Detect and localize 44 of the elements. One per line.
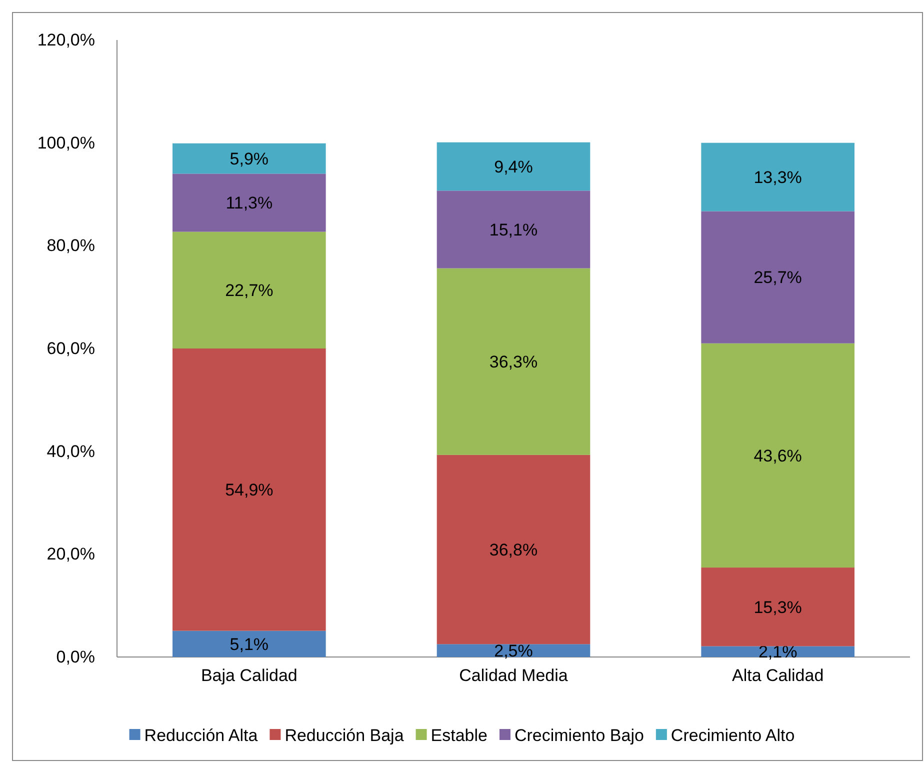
data-label: 54,9% xyxy=(225,480,274,500)
y-tick-label: 20,0% xyxy=(46,544,95,564)
bar xyxy=(436,454,590,644)
bar xyxy=(172,143,326,174)
legend-label: Estable xyxy=(430,726,488,745)
x-tick-label: Baja Calidad xyxy=(200,666,298,686)
y-tick-label: 60,0% xyxy=(46,338,95,358)
y-tick-label: 100,0% xyxy=(37,133,95,152)
bar xyxy=(172,174,326,232)
y-tick-label: 120,0% xyxy=(37,30,95,50)
data-label: 15,3% xyxy=(754,598,802,617)
y-tick-label: 80,0% xyxy=(46,236,95,256)
legend-label: Reducción Baja xyxy=(284,726,404,745)
bar xyxy=(436,268,590,455)
bar xyxy=(701,568,854,646)
bar xyxy=(436,190,590,268)
data-label: 43,6% xyxy=(754,446,802,466)
bar xyxy=(701,211,854,344)
bar xyxy=(436,644,590,657)
legend-label: Crecimiento Bajo xyxy=(514,726,644,745)
x-tick-label: Calidad Media xyxy=(459,666,568,686)
data-label: 36,3% xyxy=(489,352,538,372)
data-label: 22,7% xyxy=(225,281,274,300)
data-label: 9,4% xyxy=(494,157,533,176)
legend-label: Crecimiento Alto xyxy=(670,726,795,745)
bar xyxy=(701,343,854,568)
bar xyxy=(701,142,854,212)
bar xyxy=(172,232,326,348)
y-tick-label: 40,0% xyxy=(46,442,95,461)
y-tick-label: 0,0% xyxy=(56,647,95,666)
bar xyxy=(436,142,590,191)
data-label: 13,3% xyxy=(754,168,802,187)
data-label: 5,1% xyxy=(230,634,269,654)
data-label: 15,1% xyxy=(489,220,538,240)
bar xyxy=(172,630,326,657)
data-label: 11,3% xyxy=(226,194,273,213)
data-label: 2,5% xyxy=(494,642,533,661)
legend-label: Reducción Alta xyxy=(144,726,258,745)
data-label: 25,7% xyxy=(754,268,802,288)
bar xyxy=(172,348,326,631)
x-tick-label: Alta Calidad xyxy=(732,666,824,686)
data-label: 5,9% xyxy=(230,149,269,168)
data-label: 36,8% xyxy=(489,540,538,560)
data-label: 2,1% xyxy=(758,642,798,662)
